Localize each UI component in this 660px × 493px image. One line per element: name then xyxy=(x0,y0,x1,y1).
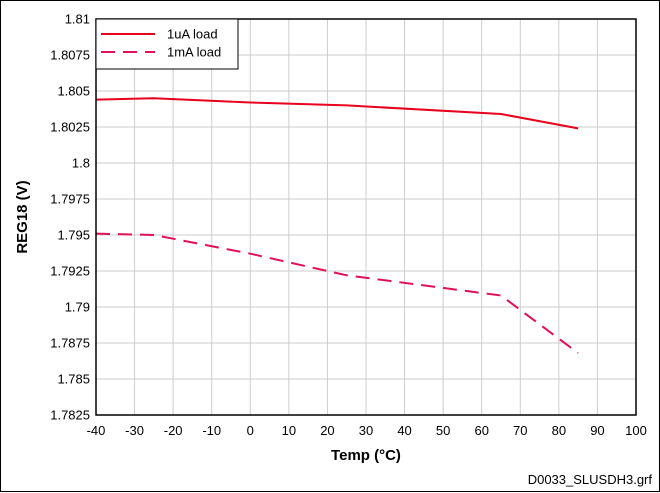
y-tick-label: 1.7925 xyxy=(50,264,90,279)
y-axis-title: REG18 (V) xyxy=(14,180,31,253)
legend-label-2: 1mA load xyxy=(167,45,221,60)
x-tick-labels: -40 -30 -20 -10 0 10 20 30 40 50 60 70 80 90 100 xyxy=(87,423,647,438)
x-axis-title: Temp (°C) xyxy=(331,447,401,464)
y-tick-label: 1.79 xyxy=(65,300,90,315)
legend-label-1: 1uA load xyxy=(167,27,218,42)
y-tick-label: 1.8 xyxy=(72,156,90,171)
x-tick-label: 50 xyxy=(436,423,450,438)
x-tick-label: 30 xyxy=(359,423,373,438)
x-tick-label: 60 xyxy=(474,423,488,438)
legend: 1uA load 1mA load xyxy=(95,18,239,70)
y-tick-label: 1.805 xyxy=(57,84,90,99)
y-tick-label: 1.7975 xyxy=(50,192,90,207)
footnote: D0033_SLUSDH3.grf xyxy=(528,472,653,487)
y-tick-label: 1.8075 xyxy=(50,48,90,63)
legend-box xyxy=(95,18,239,70)
x-tick-label: 80 xyxy=(552,423,566,438)
x-tick-label: 70 xyxy=(513,423,527,438)
y-tick-labels: 1.81 1.8075 1.805 1.8025 1.8 1.7975 1.795 1.792… xyxy=(50,12,90,423)
x-tick-label: -10 xyxy=(202,423,221,438)
series-line-2 xyxy=(95,232,579,354)
x-tick-label: 40 xyxy=(397,423,411,438)
y-tick-label: 1.795 xyxy=(57,228,90,243)
y-tick-label: 1.8025 xyxy=(50,120,90,135)
x-tick-label: 90 xyxy=(590,423,604,438)
x-tick-label: 0 xyxy=(247,423,254,438)
x-tick-label: -20 xyxy=(164,423,183,438)
x-tick-label: 100 xyxy=(625,423,647,438)
x-tick-label: -30 xyxy=(125,423,144,438)
series-layer xyxy=(95,97,579,354)
x-tick-label: -40 xyxy=(87,423,106,438)
y-tick-label: 1.785 xyxy=(57,372,90,387)
series-line-1 xyxy=(95,97,579,130)
grid xyxy=(95,18,637,416)
y-tick-label: 1.7825 xyxy=(50,408,90,423)
x-tick-label: 10 xyxy=(282,423,296,438)
y-tick-label: 1.81 xyxy=(65,12,90,27)
x-tick-label: 20 xyxy=(320,423,334,438)
plot-border xyxy=(95,18,637,416)
y-tick-label: 1.7875 xyxy=(50,336,90,351)
